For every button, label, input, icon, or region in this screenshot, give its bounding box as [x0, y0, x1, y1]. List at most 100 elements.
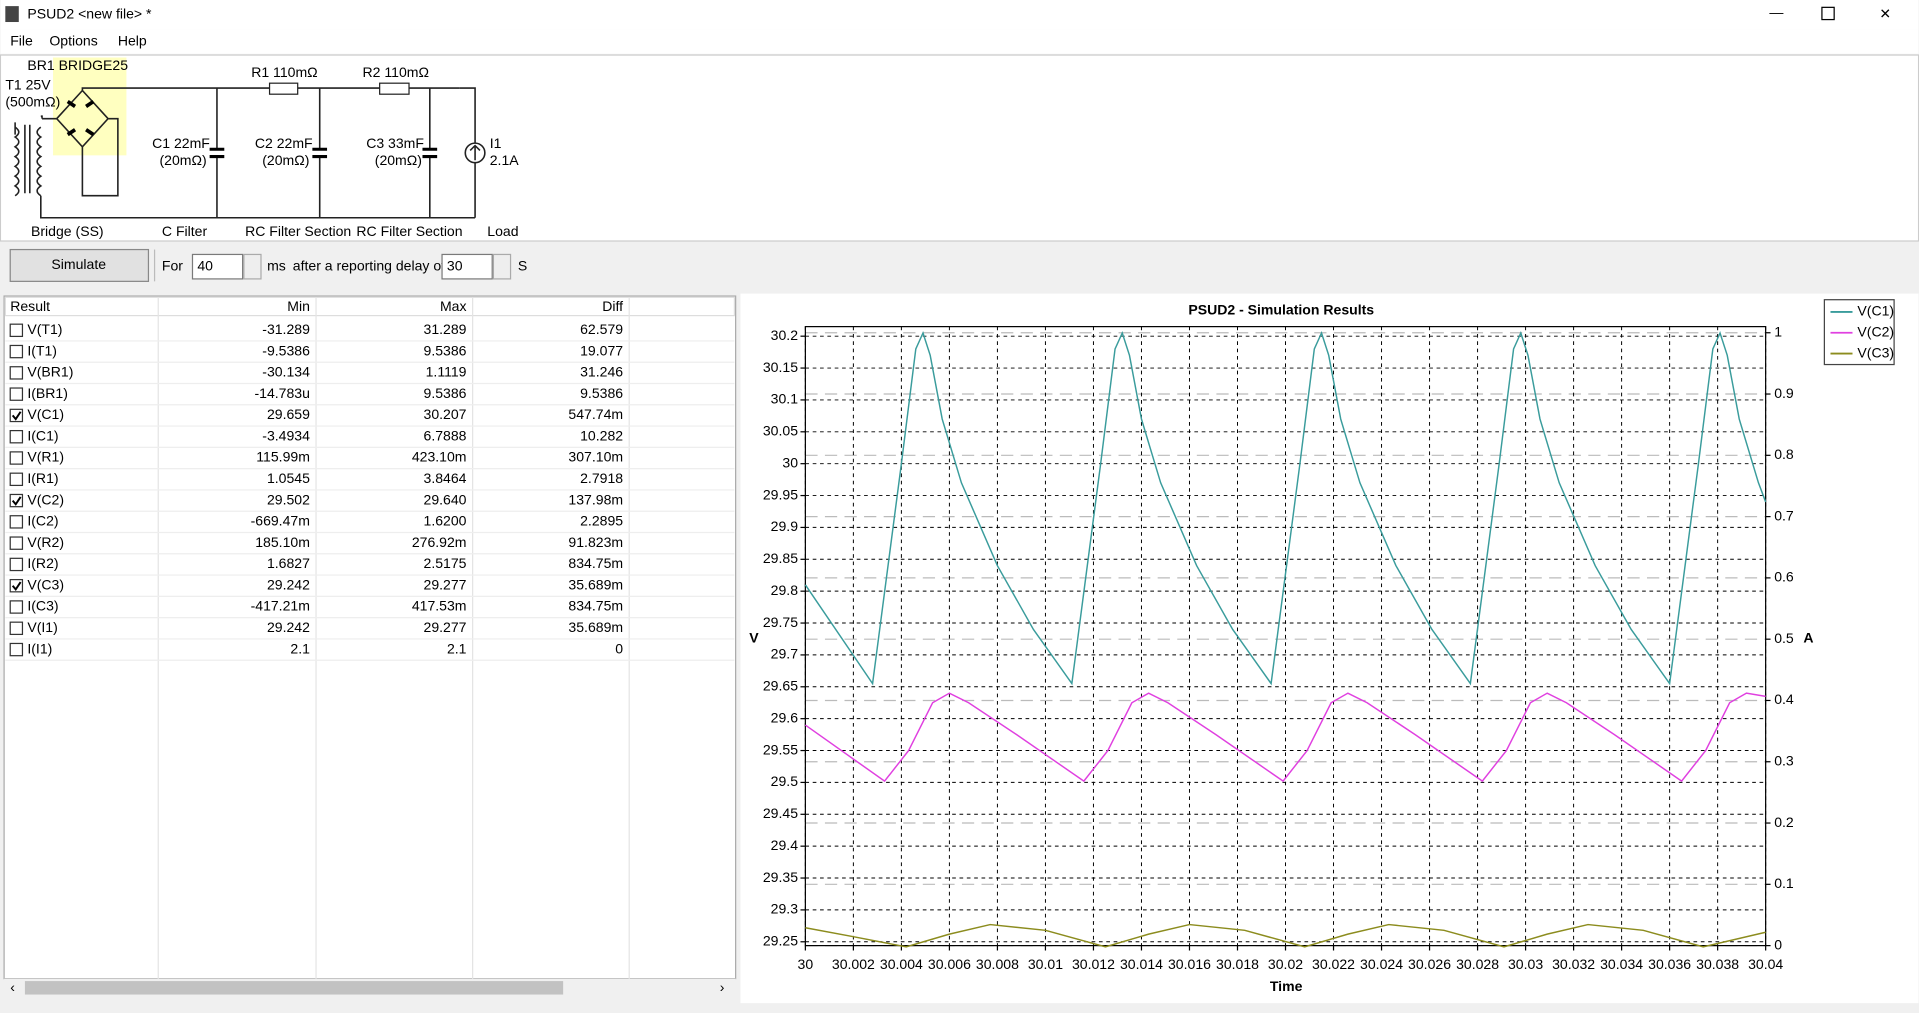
- legend-label: V(C3): [1857, 344, 1894, 360]
- maximize[interactable]: [1821, 6, 1835, 21]
- checkmark: [11, 496, 22, 506]
- menu-options[interactable]: Options: [49, 32, 97, 48]
- chart-panel: [740, 293, 1919, 1004]
- r2-label: R2 110mΩ: [363, 64, 429, 80]
- y2-tick-label: 1: [1774, 323, 1782, 339]
- x-tick-label: 30.034: [1600, 956, 1643, 972]
- checkbox[interactable]: [9, 344, 24, 359]
- cell: 35.689m: [568, 576, 623, 592]
- c1-label: C1 22mF: [152, 135, 210, 151]
- minimize[interactable]: —: [1769, 4, 1784, 20]
- cell: V(T1): [27, 321, 62, 337]
- checkbox[interactable]: [9, 323, 24, 338]
- t1-res: (500mΩ): [5, 93, 60, 109]
- checkbox[interactable]: [9, 472, 24, 487]
- y-tick-label: 29.65: [763, 678, 798, 694]
- cell: I(R2): [27, 555, 58, 571]
- y-tick-label: 29.3: [771, 901, 799, 917]
- x-tick-label: 30.04: [1748, 956, 1783, 972]
- scroll-left[interactable]: ‹: [10, 979, 15, 995]
- scroll-right[interactable]: ›: [720, 979, 725, 995]
- menu-bar: [0, 29, 1919, 54]
- checkbox[interactable]: [9, 557, 24, 572]
- cell: -9.5386: [262, 342, 310, 358]
- cell: I(R1): [27, 470, 58, 486]
- section-label: C Filter: [162, 223, 208, 239]
- menu-file[interactable]: File: [10, 32, 33, 48]
- x-tick-label: 30.024: [1360, 956, 1403, 972]
- schematic: [13, 57, 486, 219]
- results-table: [3, 295, 737, 980]
- delay-spinner[interactable]: [492, 253, 512, 280]
- x-tick-label: 30.004: [880, 956, 923, 972]
- for-label: For: [162, 257, 183, 273]
- r1-label: R1 110mΩ: [251, 64, 317, 80]
- duration-input[interactable]: [191, 253, 244, 280]
- cell: 1.6200: [424, 513, 467, 529]
- series-line: [805, 923, 1766, 948]
- cell: 2.1: [447, 640, 467, 656]
- cell: V(R2): [27, 534, 64, 550]
- close[interactable]: ✕: [1879, 5, 1891, 21]
- cell: -14.783u: [254, 385, 309, 401]
- y2-tick-label: 0: [1774, 936, 1782, 952]
- series-line: [804, 330, 1767, 686]
- y2-tick-label: 0.7: [1774, 507, 1794, 523]
- y-tick-label: 29.4: [771, 837, 799, 853]
- y2-tick-label: 0.5: [1774, 630, 1794, 646]
- y-tick-label: 29.35: [763, 869, 798, 885]
- menu-help[interactable]: Help: [118, 32, 147, 48]
- cell: 1.6827: [267, 555, 310, 571]
- delay-input[interactable]: [441, 253, 493, 280]
- x-tick-label: 30.008: [976, 956, 1019, 972]
- checkbox[interactable]: [9, 600, 24, 614]
- simulate-button[interactable]: [9, 248, 150, 282]
- ms-label: ms: [267, 257, 286, 273]
- c1-res: (20mΩ): [159, 152, 206, 168]
- cell: 29.502: [267, 491, 310, 507]
- cell: 137.98m: [568, 491, 623, 507]
- checkbox[interactable]: [9, 621, 24, 636]
- y2-tick-label: 0.8: [1774, 446, 1794, 462]
- cell: 2.1: [290, 640, 310, 656]
- cell: 307.10m: [568, 449, 623, 465]
- checkbox[interactable]: [9, 387, 24, 401]
- checkbox[interactable]: [9, 366, 24, 380]
- checkbox[interactable]: [9, 451, 24, 465]
- cell: 91.823m: [568, 534, 623, 550]
- column-header: Min: [287, 298, 310, 314]
- cell: 2.2895: [580, 513, 623, 529]
- series-line: [804, 692, 1766, 783]
- x-tick-label: 30.01: [1028, 956, 1063, 972]
- y-tick-label: 29.8: [771, 582, 799, 598]
- cell: I(T1): [27, 342, 57, 358]
- c2-label: C2 22mF: [255, 135, 313, 151]
- column-header: Diff: [602, 298, 623, 314]
- y-tick-label: 29.7: [771, 646, 799, 662]
- cell: 185.10m: [255, 534, 310, 550]
- cell: 29.277: [424, 619, 467, 635]
- x-tick-label: 30.002: [832, 956, 875, 972]
- cell: 0: [615, 640, 623, 656]
- checkbox[interactable]: [9, 642, 24, 657]
- section-label: RC Filter Section: [245, 223, 351, 239]
- t1-label: T1 25V: [5, 76, 51, 92]
- cell: 834.75m: [568, 598, 623, 614]
- cell: 9.5386: [424, 385, 467, 401]
- checkbox[interactable]: [9, 429, 24, 444]
- x-tick-label: 30.028: [1456, 956, 1499, 972]
- cell: -669.47m: [251, 513, 310, 529]
- checkbox[interactable]: [9, 515, 24, 529]
- c3-label: C3 33mF: [366, 135, 424, 151]
- checkmark: [11, 411, 22, 421]
- cell: V(BR1): [27, 364, 73, 380]
- duration-spinner[interactable]: [243, 253, 262, 280]
- y2-tick-label: 0.3: [1774, 752, 1794, 768]
- scroll-thumb[interactable]: [24, 981, 564, 995]
- checkmark: [11, 581, 22, 592]
- cell: 1.1119: [426, 364, 467, 380]
- checkbox[interactable]: [9, 536, 24, 550]
- x-tick-label: 30.038: [1696, 956, 1739, 972]
- c2-res: (20mΩ): [262, 152, 309, 168]
- app-icon: [5, 6, 19, 23]
